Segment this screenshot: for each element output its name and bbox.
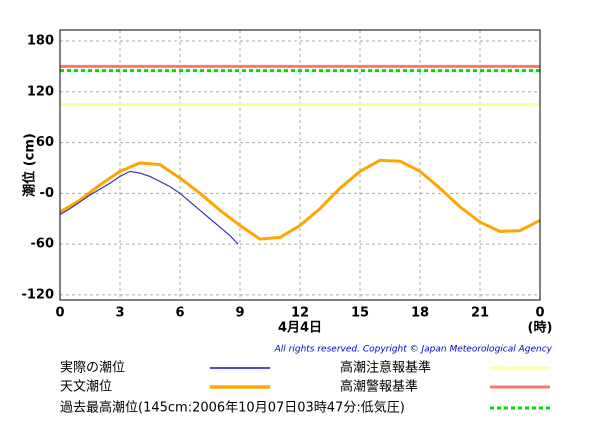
plot-border: [59, 29, 541, 301]
copyright: All rights reserved. Copyright © Japan M…: [274, 345, 553, 355]
legend-label: 高潮注意報基準: [340, 360, 431, 376]
x-tick-label: 0: [55, 306, 64, 321]
y-tick-label: 180: [27, 34, 54, 49]
y-tick-label: -60: [31, 237, 55, 252]
x-tick-label: 9: [235, 306, 244, 321]
legend-label: 高潮警報基準: [340, 379, 418, 395]
series-line: [59, 170, 239, 245]
x-tick-label: 18: [411, 306, 429, 321]
x-axis-label: 4月4日: [278, 321, 322, 336]
y-tick-label: -120: [21, 287, 54, 302]
x-tick-label: 15: [351, 306, 369, 321]
series-line: [59, 158, 541, 241]
x-tick-label: 12: [291, 306, 309, 321]
x-axis-unit: (時): [528, 320, 553, 336]
y-axis-label: 潮位 (cm): [22, 133, 38, 197]
x-tick-label: 21: [471, 306, 489, 321]
y-tick-label: 60: [36, 135, 54, 150]
legend-label: 天文潮位: [60, 380, 112, 395]
legend-label: 過去最高潮位(145cm:2006年10月07日03時47分:低気圧): [60, 400, 405, 416]
x-tick-label: 0: [535, 306, 544, 321]
y-tick-label: -0: [40, 186, 54, 201]
x-tick-label: 6: [175, 306, 184, 321]
x-tick-label: 3: [115, 306, 124, 321]
legend-label: 実際の潮位: [60, 360, 125, 376]
y-tick-label: 120: [27, 84, 54, 99]
